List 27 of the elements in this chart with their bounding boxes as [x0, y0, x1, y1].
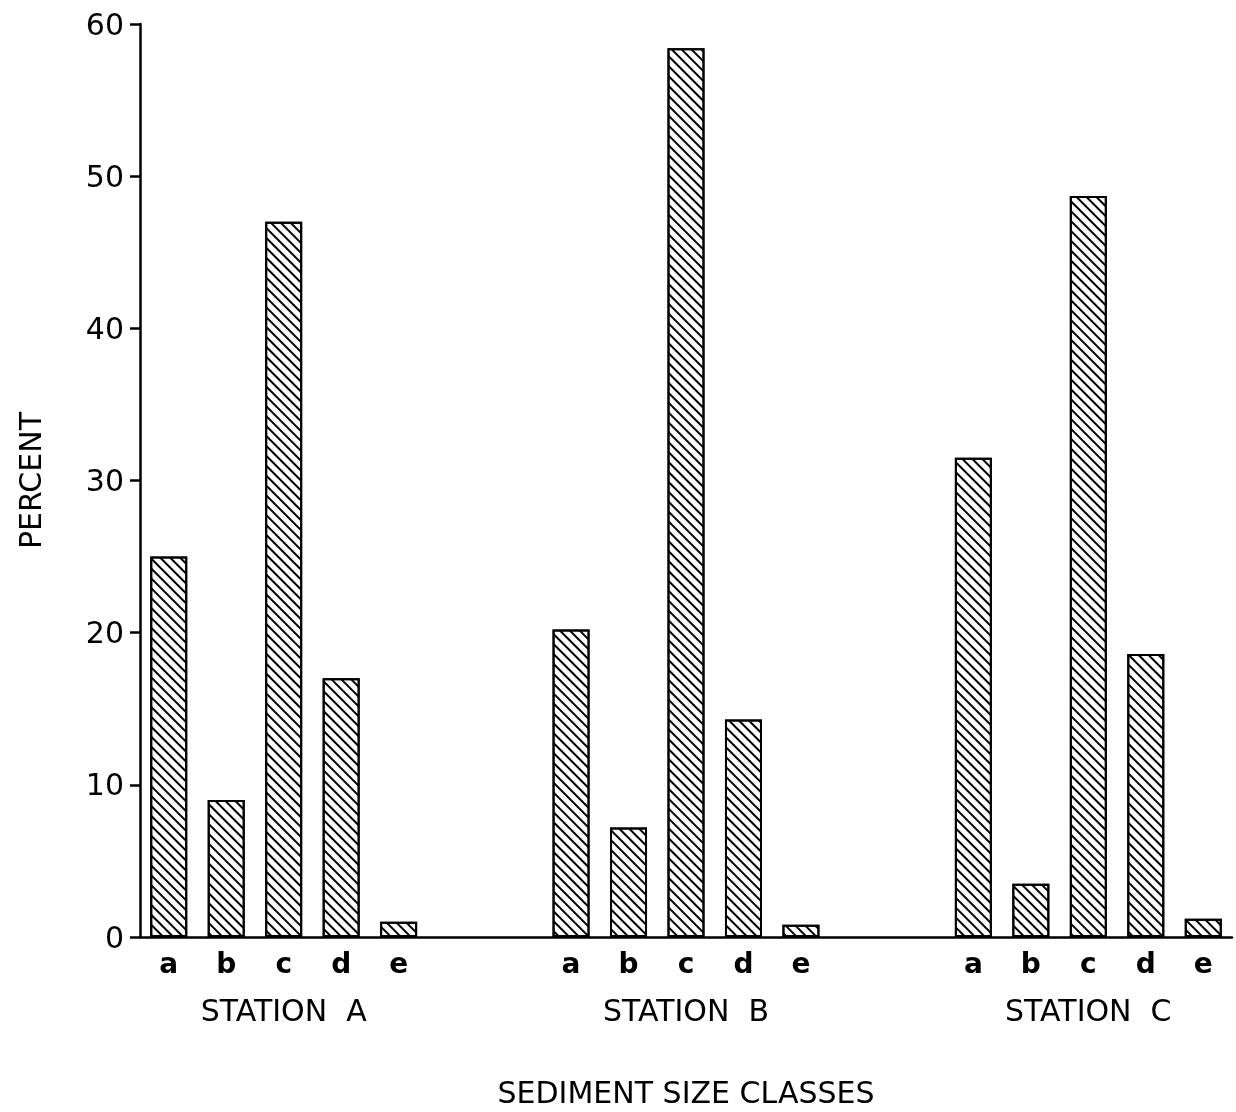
- x-tick-label: d: [1135, 946, 1156, 980]
- x-tick-label: e: [1193, 946, 1213, 980]
- x-axis-title: SEDIMENT SIZE CLASSES: [497, 1074, 875, 1110]
- y-tick-label: 20: [85, 615, 124, 651]
- x-tick-label: a: [963, 946, 983, 980]
- x-tick-label: e: [389, 946, 409, 980]
- text: STATION C: [1005, 992, 1172, 1028]
- x-tick-label: d: [733, 946, 754, 980]
- x-tick-label: c: [677, 946, 695, 980]
- y-tick-label: 50: [85, 158, 124, 194]
- x-tick-label: c: [1080, 946, 1097, 980]
- x-tick-label: b: [1020, 946, 1041, 980]
- text: STATION A: [200, 992, 368, 1028]
- text: STATION B: [602, 992, 770, 1028]
- x-tick-label: a: [561, 946, 581, 980]
- x-tick-label: e: [791, 946, 811, 980]
- x-tick-label: b: [216, 946, 237, 980]
- x-tick-label: a: [159, 946, 179, 980]
- x-tick-label: c: [275, 946, 292, 980]
- x-tick-label: d: [331, 946, 352, 980]
- y-tick-label: 0: [104, 919, 124, 955]
- y-axis-title: PERCENT: [12, 411, 48, 550]
- y-tick-label: 60: [85, 6, 124, 42]
- y-tick-label: 30: [85, 463, 124, 498]
- y-tick-label: 40: [85, 310, 124, 346]
- x-tick-label: b: [618, 946, 639, 980]
- y-tick-label: 10: [85, 767, 124, 803]
